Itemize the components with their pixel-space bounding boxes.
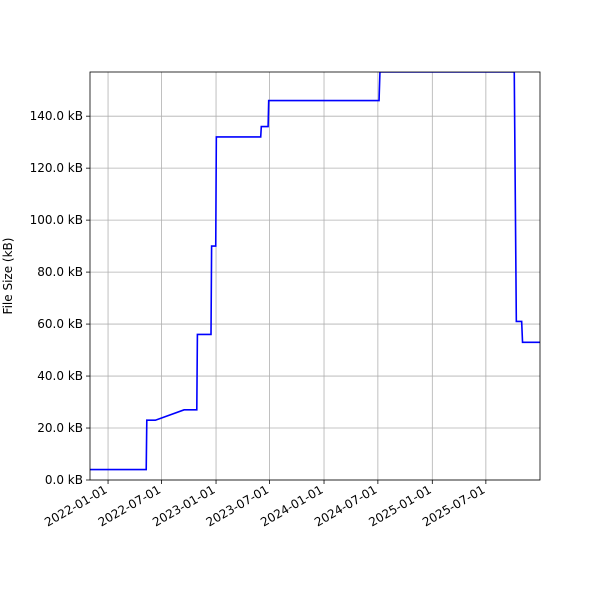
y-axis-title: File Size (kB) bbox=[1, 238, 15, 315]
y-tick-label: 20.0 kB bbox=[37, 421, 83, 435]
y-tick-label: 120.0 kB bbox=[30, 161, 83, 175]
y-tick-label: 80.0 kB bbox=[37, 265, 83, 279]
ticks: 0.0 kB 20.0 kB 40.0 kB 60.0 kB 80.0 kB 100.0 … bbox=[30, 109, 488, 529]
y-tick-label: 40.0 kB bbox=[37, 369, 83, 383]
y-tick-label: 0.0 kB bbox=[45, 473, 83, 487]
y-tick-label: 100.0 kB bbox=[30, 213, 83, 227]
file-size-series-line bbox=[90, 72, 540, 471]
series-layer bbox=[90, 72, 540, 471]
y-tick-label: 140.0 kB bbox=[30, 109, 83, 123]
plot-frame bbox=[89, 71, 541, 481]
y-tick-label: 60.0 kB bbox=[37, 317, 83, 331]
